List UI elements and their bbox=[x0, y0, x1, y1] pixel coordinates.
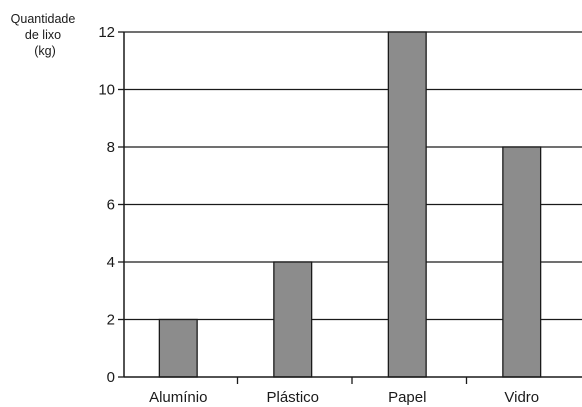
y-tick-label-10: 10 bbox=[98, 82, 115, 99]
x-axis-labels: Alumínio Plástico Papel Vidro bbox=[149, 389, 539, 406]
x-tick-label: Alumínio bbox=[149, 389, 207, 406]
y-axis-title-line-2: de lixo bbox=[25, 28, 61, 42]
y-tick-label-0: 0 bbox=[107, 369, 115, 386]
x-tick-label: Papel bbox=[388, 389, 426, 406]
y-tick-label-6: 6 bbox=[107, 197, 115, 214]
axes bbox=[123, 32, 582, 384]
y-axis-title: Quantidade de lixo (kg) bbox=[11, 12, 76, 58]
y-tick-label-4: 4 bbox=[107, 254, 115, 271]
y-axis-title-line-3: (kg) bbox=[34, 44, 56, 58]
bar-vidro bbox=[502, 146, 542, 378]
bar-plastico bbox=[273, 261, 313, 378]
y-tick-label-8: 8 bbox=[107, 139, 115, 156]
bars bbox=[158, 31, 542, 378]
x-tick-label: Plástico bbox=[266, 389, 319, 406]
y-tick-label-2: 2 bbox=[107, 312, 115, 329]
y-tick-label-12: 12 bbox=[98, 24, 115, 41]
y-axis-ticks: 0 2 4 6 8 10 12 bbox=[98, 24, 124, 386]
bar-aluminio bbox=[158, 318, 198, 378]
bar-papel bbox=[387, 31, 427, 378]
y-axis-title-line-1: Quantidade bbox=[11, 12, 76, 26]
x-tick-label: Vidro bbox=[504, 389, 539, 406]
